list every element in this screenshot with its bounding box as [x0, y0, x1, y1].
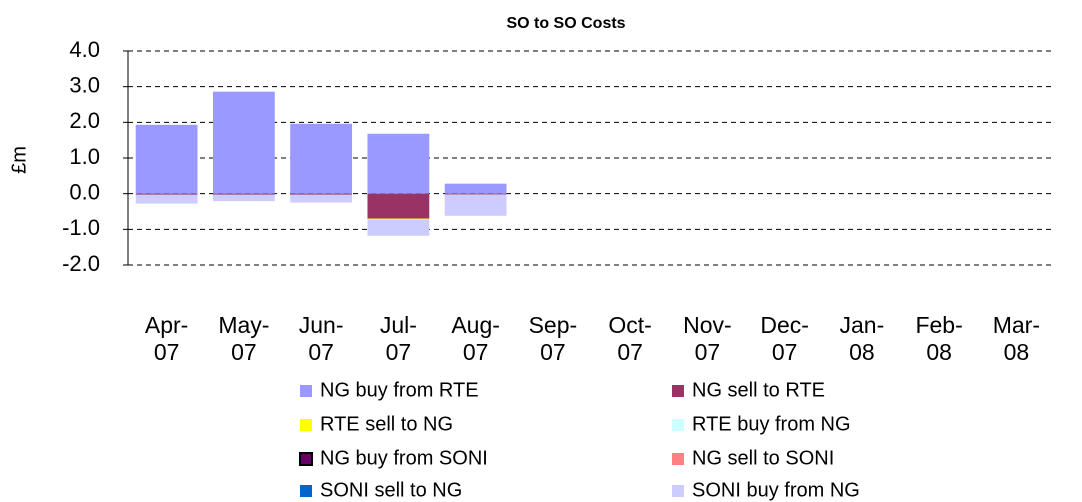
legend-swatch — [300, 419, 312, 431]
chart-title: SO to SO Costs — [506, 15, 625, 32]
legend-label: SONI buy from NG — [692, 479, 860, 501]
legend-label: NG sell to SONI — [692, 447, 834, 469]
x-tick-label: Aug-07 — [451, 312, 500, 365]
bar-segment — [367, 218, 430, 220]
y-tick-label: -1.0 — [62, 215, 100, 240]
legend-label: NG buy from RTE — [320, 379, 479, 401]
legend-swatch — [672, 485, 684, 497]
x-tick-label: Jun-07 — [299, 312, 344, 365]
legend-label: SONI sell to NG — [320, 479, 462, 501]
bar-segment — [212, 91, 275, 194]
y-tick-label: 1.0 — [69, 144, 100, 169]
y-tick-label: 0.0 — [69, 179, 100, 204]
bar-segment — [367, 219, 430, 236]
x-tick-label: Apr-07 — [145, 312, 188, 365]
legend-label: NG sell to RTE — [692, 379, 825, 401]
legend-label: NG buy from SONI — [320, 447, 488, 469]
y-axis-label: £m — [8, 146, 30, 174]
bar-segment — [135, 193, 198, 195]
bar-segment — [367, 133, 430, 194]
bar-segment — [444, 194, 507, 216]
bar-segment — [367, 193, 430, 219]
bar-segment — [290, 123, 353, 194]
legend-swatch — [300, 385, 312, 397]
bar-segment — [212, 193, 275, 195]
bar-segment — [135, 124, 198, 194]
x-tick-label: Mar-08 — [993, 312, 1040, 365]
legend-swatch — [672, 385, 684, 397]
x-tick-label: May-07 — [218, 312, 269, 365]
legend-swatch — [672, 419, 684, 431]
legend-swatch — [300, 485, 312, 497]
x-tick-label: Dec-07 — [760, 312, 809, 365]
legend-label: RTE sell to NG — [320, 413, 453, 435]
legend-swatch — [299, 452, 313, 466]
bar-segment — [290, 193, 353, 195]
legend-swatch — [672, 453, 684, 465]
x-tick-label: Jul-07 — [380, 312, 417, 365]
y-tick-label: -2.0 — [62, 251, 100, 276]
bar-segment — [290, 194, 353, 203]
x-tick-label: Oct-07 — [608, 312, 651, 365]
bar-segment — [444, 183, 507, 194]
bar-segment — [444, 193, 507, 195]
y-tick-label: 3.0 — [69, 72, 100, 97]
y-tick-label: 2.0 — [69, 108, 100, 133]
legend-label: RTE buy from NG — [692, 413, 851, 435]
bar-segment — [212, 194, 275, 202]
x-tick-label: Feb-08 — [915, 312, 962, 365]
x-tick-label: Jan-08 — [840, 312, 885, 365]
x-tick-label: Nov-07 — [683, 312, 732, 365]
y-tick-label: 4.0 — [69, 37, 100, 62]
bar-segment — [135, 194, 198, 204]
x-tick-label: Sep-07 — [529, 312, 578, 365]
